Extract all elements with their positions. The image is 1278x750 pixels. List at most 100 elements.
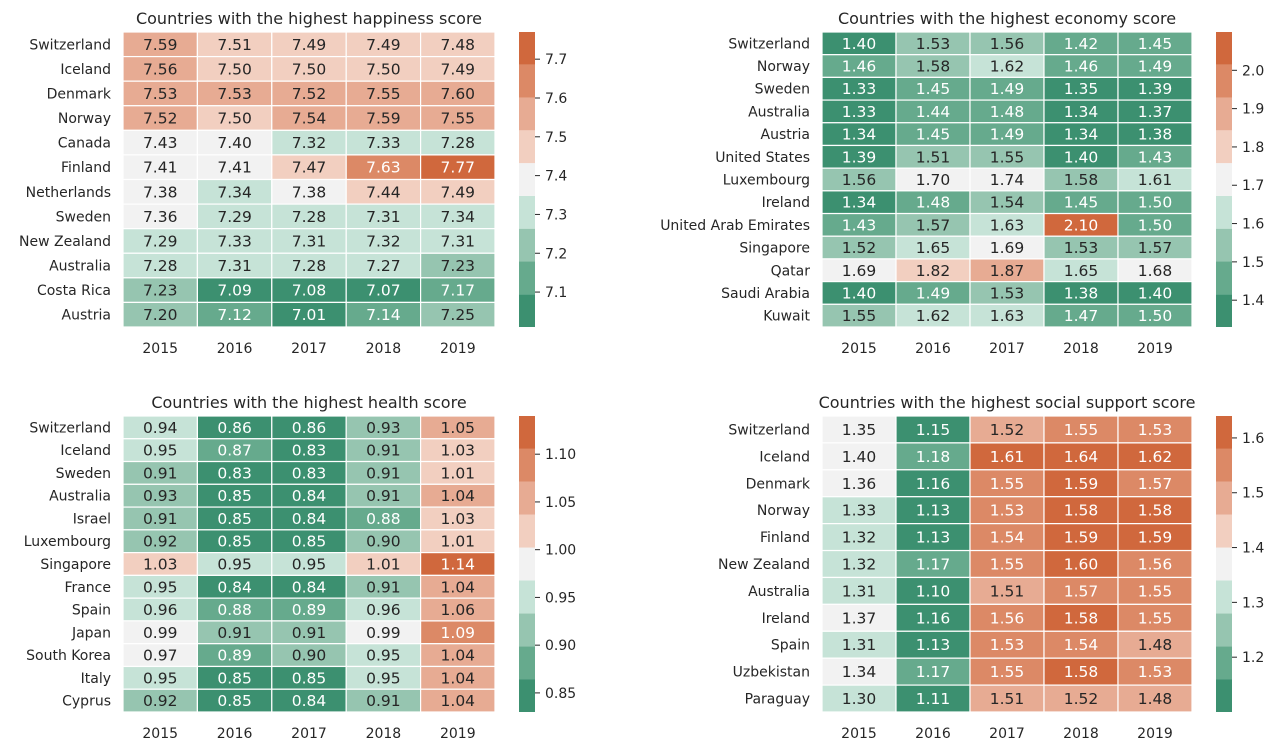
column-label: 2018 bbox=[366, 726, 402, 742]
cell-value-label: 1.58 bbox=[1064, 171, 1099, 189]
colorbar-tick-label: 1.6 bbox=[1242, 217, 1264, 233]
cell-value-label: 0.91 bbox=[366, 442, 401, 460]
cell-value-label: 7.31 bbox=[366, 208, 401, 226]
cell-value-label: 1.13 bbox=[916, 529, 951, 547]
heatmap-cell bbox=[196, 80, 273, 107]
row-label: Luxembourg bbox=[24, 534, 111, 550]
colorbar-tick-label: 0.95 bbox=[545, 590, 576, 606]
cell-value-label: 7.33 bbox=[217, 232, 252, 250]
cell-value-label: 7.23 bbox=[143, 282, 178, 300]
cell-value-label: 7.44 bbox=[366, 183, 401, 201]
cell-value-label: 0.87 bbox=[217, 442, 252, 460]
heatmap-1: Countries with the highest happiness sco… bbox=[19, 9, 567, 357]
heatmap-cell bbox=[1043, 496, 1119, 525]
cell-value-label: 0.84 bbox=[292, 510, 327, 528]
heatmap-cell bbox=[420, 252, 496, 279]
heatmap-cell bbox=[420, 277, 496, 304]
cell-value-label: 0.85 bbox=[217, 533, 252, 551]
cell-value-label: 1.34 bbox=[1064, 126, 1099, 144]
colorbar-band bbox=[519, 416, 535, 449]
row-label: Finland bbox=[61, 160, 111, 176]
cell-value-label: 7.53 bbox=[217, 85, 252, 103]
row-label: Iceland bbox=[60, 443, 111, 459]
column-label: 2017 bbox=[291, 726, 327, 742]
cell-value-label: 7.49 bbox=[441, 60, 476, 78]
row-label: Qatar bbox=[771, 263, 811, 279]
colorbar-tick-label: 1.8 bbox=[1242, 140, 1264, 156]
colorbar-band bbox=[519, 97, 535, 131]
cell-value-label: 0.91 bbox=[143, 464, 178, 482]
colorbar-band bbox=[1216, 679, 1232, 712]
cell-value-label: 7.14 bbox=[366, 306, 401, 324]
colorbar-band bbox=[519, 32, 535, 65]
cell-value-label: 1.10 bbox=[916, 582, 951, 600]
cell-value-label: 1.59 bbox=[1138, 529, 1173, 547]
heatmap-cell bbox=[821, 549, 897, 579]
column-label: 2019 bbox=[440, 726, 476, 742]
colorbar-tick-label: 1.5 bbox=[1242, 486, 1264, 502]
colorbar-band bbox=[1216, 547, 1232, 581]
cell-value-label: 1.55 bbox=[990, 475, 1025, 493]
heatmap-cell bbox=[1043, 523, 1119, 552]
cell-value-label: 1.59 bbox=[1064, 475, 1099, 493]
colorbar-tick-label: 1.05 bbox=[545, 495, 576, 511]
cell-value-label: 1.04 bbox=[441, 669, 476, 687]
cell-value-label: 1.53 bbox=[990, 502, 1025, 520]
heatmap-cell bbox=[1117, 630, 1193, 659]
row-label: Spain bbox=[771, 638, 810, 654]
heatmap-cell bbox=[122, 301, 199, 328]
cell-value-label: 7.28 bbox=[143, 257, 178, 275]
heatmap-cell bbox=[1043, 415, 1119, 444]
cell-value-label: 7.07 bbox=[366, 282, 401, 300]
cell-value-label: 1.35 bbox=[842, 421, 877, 439]
cell-value-label: 1.50 bbox=[1138, 216, 1173, 234]
cell-value-label: 1.48 bbox=[1138, 690, 1173, 708]
cell-value-label: 7.51 bbox=[217, 36, 252, 54]
cell-value-label: 0.88 bbox=[217, 601, 252, 619]
heatmap-cell bbox=[122, 277, 199, 304]
heatmap-cell bbox=[271, 55, 347, 82]
cell-value-label: 7.52 bbox=[143, 110, 178, 128]
cell-value-label: 1.16 bbox=[916, 609, 951, 627]
colorbar-tick-label: 1.6 bbox=[1242, 431, 1264, 447]
row-label: France bbox=[64, 580, 111, 596]
cell-value-label: 1.40 bbox=[1064, 148, 1099, 166]
heatmap-cell bbox=[271, 252, 347, 279]
heatmap-4: Countries with the highest social suppor… bbox=[718, 393, 1264, 742]
cell-value-label: 1.54 bbox=[990, 529, 1025, 547]
cell-value-label: 7.50 bbox=[366, 60, 401, 78]
colorbar: 0.85 0.90 0.95 1.00 1.05 1.10 bbox=[519, 416, 576, 712]
chart-title: Countries with the highest economy score bbox=[838, 9, 1176, 28]
cell-value-label: 7.54 bbox=[292, 110, 327, 128]
colorbar-band bbox=[1216, 613, 1232, 647]
cell-value-label: 1.53 bbox=[916, 35, 951, 53]
heatmap-cell bbox=[1117, 576, 1193, 605]
row-label: United Arab Emirates bbox=[660, 218, 810, 234]
cell-value-label: 1.40 bbox=[842, 448, 877, 466]
cell-value-label: 1.04 bbox=[441, 692, 476, 710]
cell-value-label: 1.31 bbox=[842, 582, 877, 600]
cell-value-label: 1.34 bbox=[842, 126, 877, 144]
colorbar-band bbox=[519, 613, 535, 647]
cell-value-label: 1.58 bbox=[916, 58, 951, 76]
row-label: Netherlands bbox=[26, 185, 111, 201]
cell-value-label: 1.18 bbox=[916, 448, 951, 466]
colorbar-band bbox=[519, 448, 535, 482]
colorbar-tick-label: 2.0 bbox=[1242, 63, 1264, 79]
cell-value-label: 0.95 bbox=[143, 578, 178, 596]
colorbar-tick-label: 0.90 bbox=[545, 638, 576, 654]
cell-value-label: 0.89 bbox=[217, 647, 252, 665]
heatmap-cell bbox=[969, 442, 1045, 471]
cell-value-label: 7.63 bbox=[366, 159, 401, 177]
column-label: 2018 bbox=[1063, 726, 1099, 742]
heatmap-cell bbox=[122, 178, 199, 205]
cell-value-label: 0.85 bbox=[217, 692, 252, 710]
cell-value-label: 7.60 bbox=[441, 85, 476, 103]
row-label: United States bbox=[715, 150, 810, 166]
cell-value-label: 0.92 bbox=[143, 692, 178, 710]
colorbar-band bbox=[1216, 97, 1232, 131]
colorbar-tick-label: 1.3 bbox=[1242, 595, 1264, 611]
colorbar-tick-label: 7.3 bbox=[545, 207, 567, 223]
cell-value-label: 1.58 bbox=[1064, 609, 1099, 627]
heatmap-cell bbox=[895, 415, 971, 444]
